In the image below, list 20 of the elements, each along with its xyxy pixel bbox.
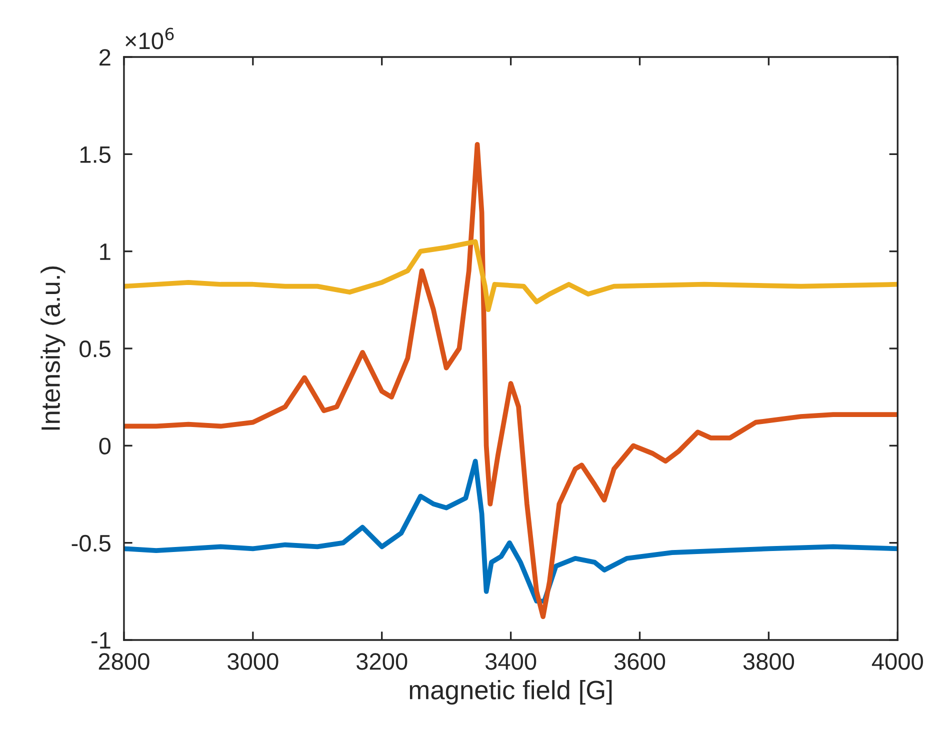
line-series bbox=[124, 458, 898, 604]
line-series bbox=[124, 142, 898, 620]
text: ×10$^{6}$ bbox=[126, 28, 174, 50]
x-tick-label: 3600 bbox=[614, 653, 666, 670]
x-axis-title: magnetic field [G] bbox=[410, 680, 612, 705]
line-series bbox=[124, 239, 898, 312]
x-tick-label: 3400 bbox=[485, 653, 536, 670]
y-tick-label: -0.5 bbox=[72, 534, 110, 552]
y-tick-label: 0 bbox=[99, 438, 111, 454]
x-tick-label: 2800 bbox=[98, 653, 150, 670]
y-tick-label: 2 bbox=[100, 49, 110, 66]
x-tick-label: 3800 bbox=[743, 653, 794, 670]
x-tick-label: 3000 bbox=[228, 653, 278, 670]
x-tick-label: 4000 bbox=[872, 653, 923, 670]
y-axis-title: Intensity (a.u.) bbox=[40, 266, 66, 430]
x-tick-label: 3200 bbox=[356, 653, 408, 670]
y-tick-label: 1 bbox=[100, 244, 110, 260]
y-tick-label: -1 bbox=[92, 632, 110, 649]
y-tick-label: 0.5 bbox=[80, 340, 110, 358]
y-tick-label: 1.5 bbox=[80, 146, 110, 163]
